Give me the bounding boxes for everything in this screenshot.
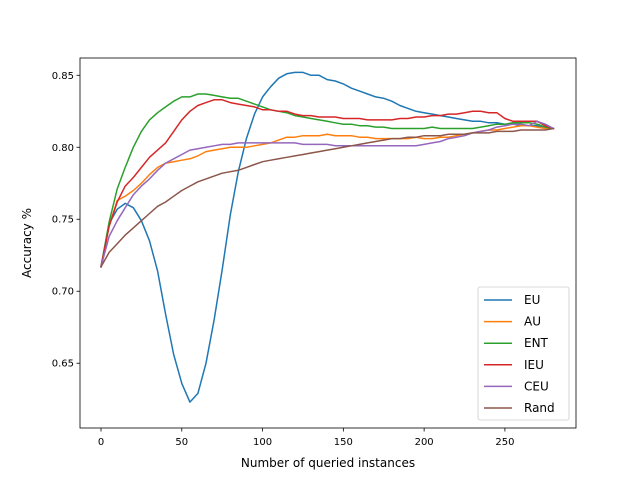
x-tick-label: 100 <box>253 437 272 448</box>
x-tick-label: 200 <box>415 437 434 448</box>
x-tick-label: 50 <box>175 437 188 448</box>
y-tick-label: 0.65 <box>52 359 74 370</box>
series-line-rand <box>101 129 553 267</box>
y-tick-label: 0.80 <box>52 143 74 154</box>
legend-label-rand: Rand <box>524 401 555 415</box>
legend: EU AU ENT IEU CEU Rand <box>478 287 569 420</box>
x-ticks: 0 50 100 150 200 250 <box>98 428 515 448</box>
y-tick-label: 0.85 <box>52 71 74 82</box>
series-line-ieu <box>101 100 553 267</box>
series-line-ceu <box>101 121 553 266</box>
x-tick-label: 250 <box>495 437 514 448</box>
series-line-au <box>101 126 553 267</box>
y-axis-label: Accuracy % <box>20 208 34 278</box>
x-axis-label: Number of queried instances <box>241 456 415 470</box>
legend-label-eu: EU <box>524 293 540 307</box>
legend-label-ceu: CEU <box>524 379 549 393</box>
series-line-ent <box>101 94 553 267</box>
y-ticks: 0.65 0.70 0.75 0.80 0.85 <box>52 71 80 370</box>
y-tick-label: 0.75 <box>52 215 74 226</box>
y-tick-label: 0.70 <box>52 287 74 298</box>
x-tick-label: 150 <box>334 437 353 448</box>
x-tick-label: 0 <box>98 437 104 448</box>
legend-label-ent: ENT <box>524 336 549 350</box>
legend-label-au: AU <box>524 315 541 329</box>
legend-label-ieu: IEU <box>524 358 544 372</box>
